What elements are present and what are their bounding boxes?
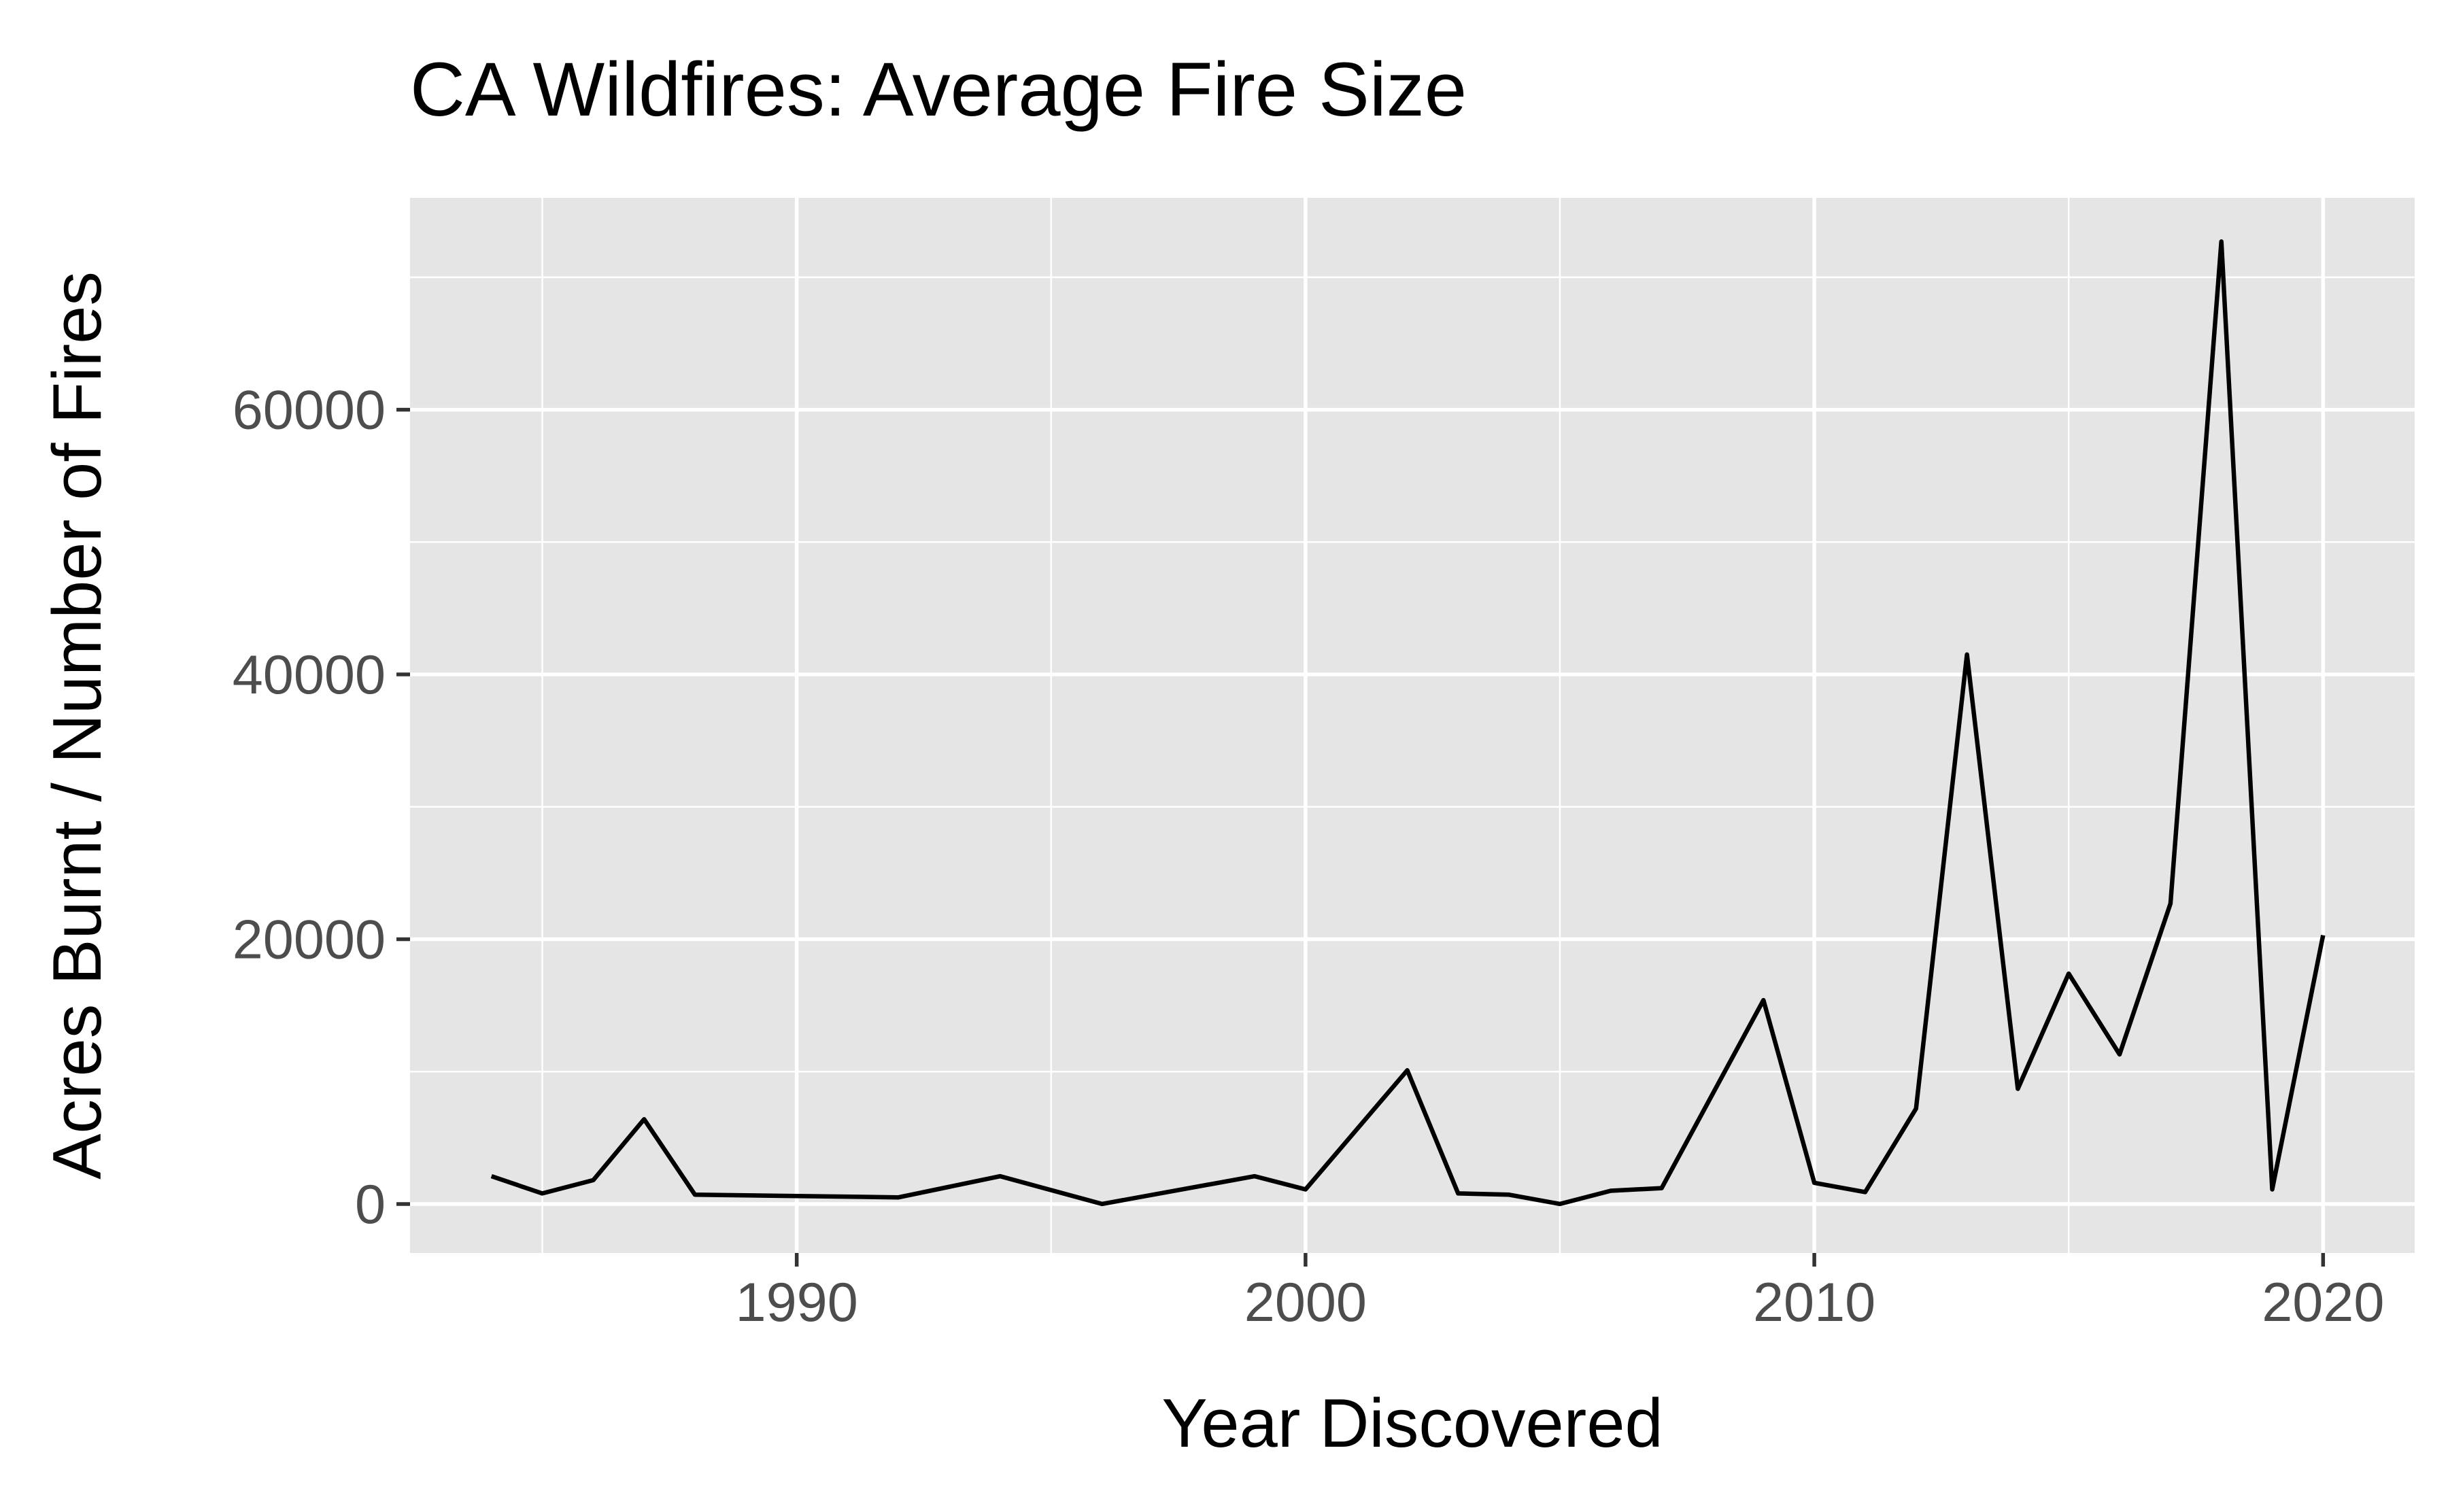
x-axis: 1990 2000 2010 2020 [736, 1253, 2384, 1333]
y-tick-label: 60000 [233, 380, 386, 441]
plot-panel [410, 198, 2415, 1253]
series-layer [490, 239, 2326, 1207]
x-tick-label: 2020 [2262, 1272, 2384, 1333]
series-line [490, 239, 2326, 1207]
y-tick-label: 0 [355, 1174, 386, 1235]
minor-gridlines [410, 198, 2415, 1253]
x-tick-label: 2010 [1753, 1272, 1875, 1333]
y-axis-title: Acres Burnt / Number of Fires [39, 271, 116, 1180]
x-tick-label: 2000 [1244, 1272, 1367, 1333]
x-axis-title: Year Discovered [1161, 1386, 1663, 1462]
major-gridlines [410, 198, 2415, 1253]
chart-title: CA Wildfires: Average Fire Size [410, 47, 1467, 132]
x-tick-label: 1990 [736, 1272, 858, 1333]
y-tick-label: 20000 [233, 909, 386, 970]
y-tick-label: 40000 [233, 645, 386, 706]
y-axis: 0 20000 40000 60000 [233, 380, 410, 1235]
